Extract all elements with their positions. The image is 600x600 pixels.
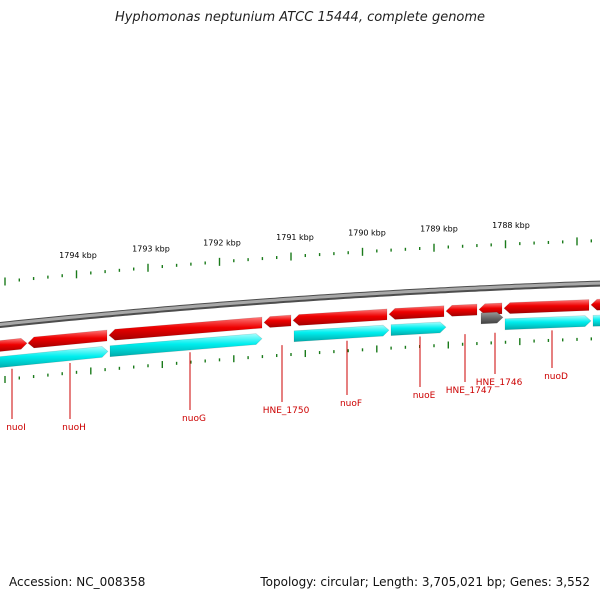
gene-arrow-8 [503, 299, 590, 314]
cds-block-0 [0, 346, 109, 368]
cds-block-5 [592, 314, 600, 327]
scale-ticks [4, 237, 592, 383]
label-leader-lines [11, 330, 553, 419]
gene-label-2: nuoG [182, 414, 206, 424]
gene-arrow-0 [0, 337, 28, 352]
gene-arrow-3 [263, 314, 292, 328]
gene-arrow-1 [27, 329, 108, 349]
scale-label-0: 1794 kbp [59, 251, 97, 260]
gene-label-5: nuoE [413, 391, 436, 401]
gene-label-6: HNE_1747 [446, 386, 493, 396]
gene-label-3: HNE_1750 [263, 406, 310, 416]
accession-text: Accession: NC_008358 [9, 575, 146, 589]
gene-features [0, 298, 600, 368]
cds-block-2 [293, 324, 390, 343]
cds-block-3 [390, 321, 447, 336]
gene-arrow-5 [388, 305, 445, 320]
cds-block-4 [504, 315, 592, 331]
scale-label-4: 1790 kbp [348, 229, 386, 238]
scale-label-2: 1792 kbp [203, 239, 241, 248]
genome-summary: Topology: circular; Length: 3,705,021 bp… [260, 575, 590, 589]
scale-label-6: 1788 kbp [492, 221, 530, 230]
gene-arrow-6 [445, 303, 478, 317]
cds-block-1 [109, 333, 263, 358]
scale-label-1: 1793 kbp [132, 245, 170, 254]
other-feature [480, 311, 504, 325]
gene-arrow-4 [292, 308, 388, 326]
map-title: Hyphomonas neptunium ATCC 15444, complet… [114, 10, 486, 25]
genome-backbone [0, 280, 600, 329]
gene-label-8: nuoD [544, 372, 568, 382]
scale-label-5: 1789 kbp [420, 224, 458, 233]
backbone-line [0, 281, 600, 327]
gene-arrow-2 [108, 316, 263, 341]
gene-label-7: HNE_1746 [476, 378, 523, 388]
gene-label-0: nuoI [6, 423, 26, 433]
scale-label-3: 1791 kbp [276, 233, 314, 242]
gene-label-4: nuoF [340, 399, 362, 409]
gene-label-1: nuoH [62, 423, 86, 433]
labels: 1794 kbp 1793 kbp 1792 kbp 1791 kbp 1790 kbp… [6, 221, 568, 433]
gene-arrow-9 [590, 298, 600, 311]
